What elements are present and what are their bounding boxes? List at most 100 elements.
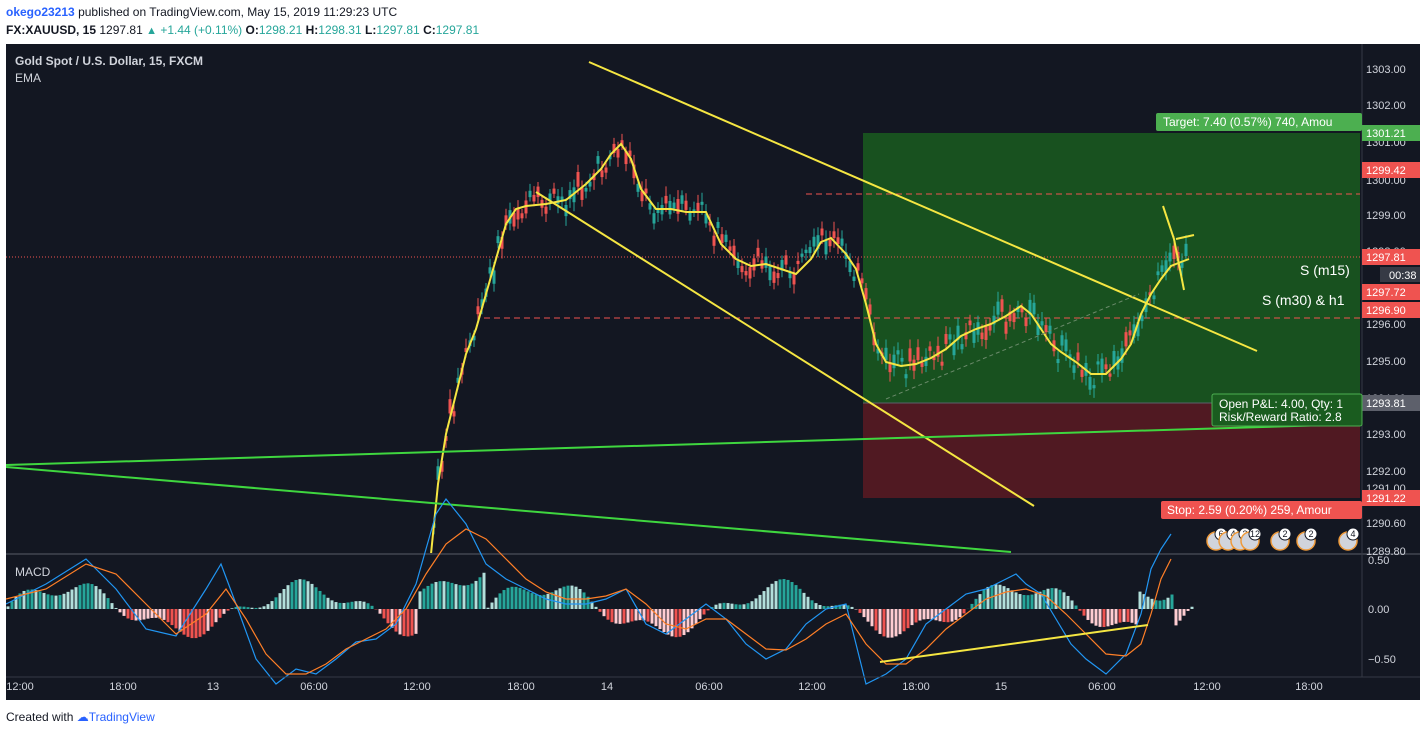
flag-top[interactable] (1175, 234, 1195, 240)
countdown-label: 00:38 (1389, 270, 1417, 282)
price-tags: 1301.21 1299.42 1297.81 1297.72 1296.90 1293.… (1362, 125, 1420, 506)
open-value: 1298.21 (258, 23, 303, 37)
price-tag-box (1362, 249, 1420, 265)
green-trend-upper[interactable] (6, 423, 1361, 466)
price-tag-box (1362, 395, 1420, 411)
symbol-label: FX:XAUUSD, 15 (6, 23, 97, 37)
price-tag: 1301.21 (1366, 128, 1406, 140)
low-label: L: (365, 23, 377, 37)
ohlc-summary: FX:XAUUSD, 15 1297.81 ▲ +1.44 (+0.11%) O… (6, 23, 479, 37)
price-tick: 1290.60 (1366, 518, 1406, 530)
chart-symbol-title: Gold Spot / U.S. Dollar, 15, FXCM (15, 54, 204, 68)
price-change: +1.44 (+0.11%) (160, 23, 243, 37)
time-tick: 18:00 (507, 681, 535, 693)
pnl-label-box (1211, 393, 1363, 427)
price-tick: 1299.00 (1366, 210, 1406, 222)
price-tag-box (1362, 490, 1420, 506)
last-price: 1297.81 (99, 23, 143, 37)
svg-text:4: 4 (1350, 529, 1355, 539)
trend-line-upper[interactable] (588, 61, 1258, 352)
open-label: O: (245, 23, 259, 37)
tradingview-cloud-icon: ☁ (76, 710, 89, 724)
time-tick: 12:00 (798, 681, 826, 693)
time-tick: 12:00 (6, 681, 34, 693)
time-tick: 12:00 (1193, 681, 1221, 693)
countdown-box (1380, 267, 1420, 282)
target-label: Target: 7.40 (0.57%) 740, Amou (1163, 115, 1332, 129)
price-tag-box (1362, 125, 1420, 141)
price-tick: 1302.00 (1366, 100, 1406, 112)
price-tag-box (1362, 302, 1420, 318)
high-value: 1298.31 (318, 23, 362, 37)
time-tick: 18:00 (1295, 681, 1323, 693)
price-tag-box (1362, 284, 1420, 300)
macd-tick: −0.50 (1368, 654, 1396, 666)
macd-legend[interactable]: MACD (15, 565, 51, 579)
time-tick: 12:00 (403, 681, 431, 693)
price-tick: 1303.00 (1366, 64, 1406, 76)
green-trend-lower[interactable] (6, 466, 1012, 553)
price-tag: 1297.81 (1366, 252, 1406, 264)
ema-line (430, 142, 1190, 555)
macd-axis[interactable]: 0.50 0.00 −0.50 (1368, 555, 1396, 666)
time-tick: 18:00 (109, 681, 137, 693)
macd-tick: 0.50 (1368, 555, 1389, 567)
price-tag: 1293.81 (1366, 398, 1406, 410)
chart-canvas[interactable]: 1303.001302.001301.001300.001299.001298.… (6, 44, 1420, 700)
event-badge-icon[interactable]: 2 (1270, 527, 1292, 551)
time-tick: 14 (601, 681, 613, 693)
price-tick: 1289.80 (1366, 546, 1406, 558)
svg-text:12: 12 (1250, 529, 1260, 539)
annotation-m15[interactable]: S (m15) (1300, 262, 1350, 278)
up-arrow-icon: ▲ (146, 25, 157, 37)
published-text: published on TradingView.com, May 15, 20… (78, 5, 398, 19)
rr-label: Risk/Reward Ratio: 2.8 (1219, 410, 1342, 424)
pnl-label: Open P&L: 4.00, Qty: 1 (1219, 397, 1343, 411)
flag-lines[interactable] (1162, 205, 1185, 291)
time-tick: 18:00 (902, 681, 930, 693)
price-tick: 1296.00 (1366, 319, 1406, 331)
price-tick: 1292.00 (1366, 466, 1406, 478)
event-badge-icon[interactable]: 12 (1240, 527, 1262, 551)
time-tick: 06:00 (300, 681, 328, 693)
tradingview-link[interactable]: TradingView (88, 710, 155, 724)
svg-text:2: 2 (1308, 529, 1313, 539)
author-link[interactable]: okego23213 (6, 5, 75, 19)
event-badges[interactable]: 64312224 (1206, 527, 1360, 551)
stop-label-box (1161, 501, 1362, 519)
footer: Created with ☁TradingView (6, 710, 155, 724)
created-with-text: Created with (6, 710, 74, 724)
signal-line (6, 528, 1172, 675)
trend-line-lower[interactable] (535, 191, 1035, 507)
dotted-connector (885, 293, 1140, 400)
time-tick: 13 (207, 681, 219, 693)
close-value: 1297.81 (435, 23, 480, 37)
time-tick: 15 (995, 681, 1007, 693)
svg-text:2: 2 (1282, 529, 1287, 539)
time-tick: 06:00 (1088, 681, 1116, 693)
price-tag: 1299.42 (1366, 165, 1406, 177)
price-tick: 1293.00 (1366, 429, 1406, 441)
price-tick: 1295.00 (1366, 356, 1406, 368)
price-tag: 1296.90 (1366, 305, 1406, 317)
time-axis[interactable]: 12:00 18:00 13 06:00 12:00 18:00 14 06:00 12:00 1… (6, 681, 1323, 693)
svg-text:4: 4 (1230, 529, 1235, 539)
svg-text:6: 6 (1218, 529, 1223, 539)
target-label-box (1156, 113, 1362, 131)
macd-line (6, 497, 1172, 685)
price-tag: 1291.22 (1366, 493, 1406, 505)
price-tag-box (1362, 162, 1420, 178)
annotation-m30-h1[interactable]: S (m30) & h1 (1262, 292, 1345, 308)
macd-tick: 0.00 (1368, 604, 1389, 616)
target-zone[interactable] (863, 133, 1360, 403)
price-tag: 1297.72 (1366, 287, 1406, 299)
event-badge-icon[interactable]: 4 (1338, 527, 1360, 551)
high-label: H: (305, 23, 319, 37)
close-label: C: (423, 23, 436, 37)
macd-histogram (6, 572, 1194, 639)
ema-legend[interactable]: EMA (15, 71, 42, 85)
stop-label: Stop: 2.59 (0.20%) 259, Amour (1167, 503, 1332, 517)
chart-area[interactable]: 1303.001302.001301.001300.001299.001298.… (6, 44, 1420, 700)
macd-divergence-line[interactable] (879, 624, 1149, 663)
event-badge-icon[interactable]: 2 (1296, 527, 1318, 551)
